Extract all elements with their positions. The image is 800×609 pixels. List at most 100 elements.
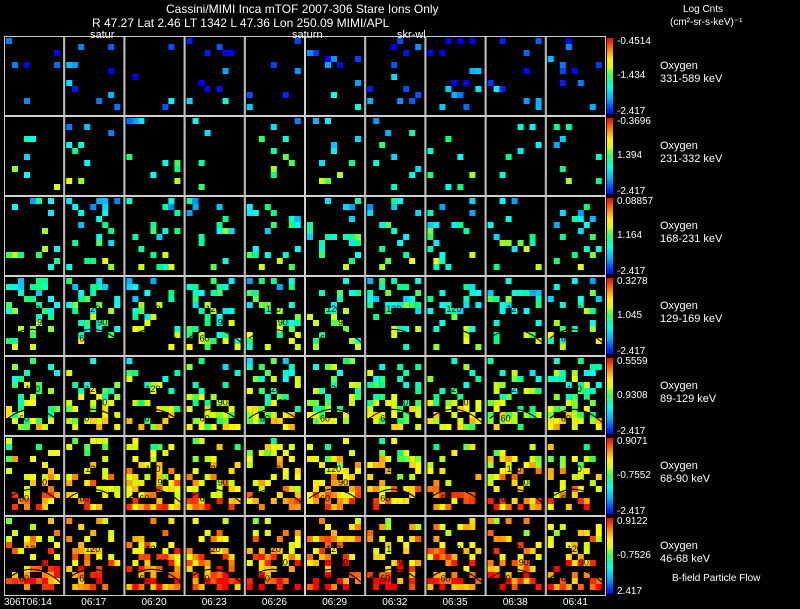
data-pixel <box>331 418 337 424</box>
data-pixel <box>379 222 386 228</box>
data-pixel <box>78 338 85 344</box>
data-pixel <box>276 284 283 290</box>
data-pixel <box>535 290 542 296</box>
b-field-contour <box>368 488 422 503</box>
data-pixel <box>126 198 133 204</box>
data-pixel <box>222 572 229 578</box>
data-pixel <box>222 308 229 314</box>
data-pixel <box>150 542 157 548</box>
data-pixel <box>66 406 73 412</box>
data-pixel <box>565 554 572 560</box>
data-pixel <box>583 204 590 210</box>
data-pixel <box>397 418 404 424</box>
data-pixel <box>282 530 289 536</box>
data-pixel <box>138 246 145 252</box>
contour-label: 120 <box>25 384 40 394</box>
data-pixel <box>553 358 560 364</box>
data-pixel <box>90 314 97 320</box>
data-pixel <box>198 480 205 486</box>
data-pixel <box>511 246 518 252</box>
data-pixel <box>325 444 331 450</box>
data-pixel <box>499 302 506 308</box>
data-pixel <box>487 530 494 536</box>
data-pixel <box>349 358 355 364</box>
data-pixel <box>84 320 91 326</box>
data-pixel <box>132 536 139 542</box>
data-pixel <box>427 418 434 424</box>
data-pixel <box>493 400 500 406</box>
data-pixel <box>379 492 386 498</box>
colorbar-min-value: -2.417 <box>617 506 646 517</box>
contour-label: 120 <box>567 544 582 554</box>
data-pixel <box>132 370 139 376</box>
data-pixel <box>264 344 271 350</box>
data-pixel <box>589 456 596 462</box>
data-pixel <box>391 184 398 190</box>
data-pixel <box>373 578 380 584</box>
data-pixel <box>475 86 482 92</box>
contour-label: 120 <box>446 304 461 314</box>
data-pixel <box>192 560 199 566</box>
energy-range: 231-332 keV <box>660 153 723 165</box>
data-pixel <box>252 536 259 542</box>
data-pixel <box>186 198 193 204</box>
data-pixel <box>6 468 12 474</box>
data-pixel <box>288 566 295 572</box>
data-pixel <box>391 400 398 406</box>
data-pixel <box>156 444 163 450</box>
data-pixel <box>216 400 223 406</box>
data-pixel <box>258 566 265 572</box>
data-pixel <box>210 290 217 296</box>
data-pixel <box>126 504 133 510</box>
contour-label: 90 <box>398 478 408 488</box>
data-pixel <box>132 480 139 486</box>
data-pixel <box>234 424 241 430</box>
data-pixel <box>367 210 374 216</box>
data-pixel <box>559 344 566 350</box>
data-pixel <box>126 566 133 572</box>
data-pixel <box>96 216 103 222</box>
data-pixel <box>36 418 42 424</box>
data-pixel <box>307 498 313 504</box>
data-pixel <box>469 290 476 296</box>
data-pixel <box>547 468 554 474</box>
data-pixel <box>499 584 506 590</box>
data-pixel <box>270 172 277 178</box>
contour-label: 60 <box>380 574 390 584</box>
data-pixel <box>276 394 283 400</box>
data-pixel <box>36 320 42 326</box>
data-pixel <box>535 376 542 382</box>
data-pixel <box>319 554 325 560</box>
data-pixel <box>252 480 259 486</box>
contour-label: 60 <box>501 334 511 344</box>
data-pixel <box>343 326 349 332</box>
data-pixel <box>282 358 289 364</box>
data-pixel <box>493 566 500 572</box>
data-pixel <box>6 406 12 412</box>
data-pixel <box>138 424 145 430</box>
data-pixel <box>30 198 36 204</box>
data-pixel <box>222 228 229 234</box>
data-pixel <box>294 554 301 560</box>
data-pixel <box>367 406 374 412</box>
data-pixel <box>186 566 193 572</box>
data-pixel <box>547 524 554 530</box>
data-pixel <box>433 400 440 406</box>
data-pixel <box>493 474 500 480</box>
data-pixel <box>427 296 434 302</box>
data-pixel <box>204 560 211 566</box>
data-pixel <box>192 492 199 498</box>
b-field-contour <box>549 568 603 583</box>
data-pixel <box>337 62 343 68</box>
data-pixel <box>313 388 319 394</box>
contour-label: 60 <box>320 494 330 504</box>
data-pixel <box>96 234 103 240</box>
data-pixel <box>30 332 36 338</box>
panel-cell <box>425 116 486 196</box>
data-pixel <box>96 572 103 578</box>
data-pixel <box>138 542 145 548</box>
data-pixel <box>331 320 337 326</box>
data-pixel <box>409 524 416 530</box>
data-pixel <box>204 314 211 320</box>
